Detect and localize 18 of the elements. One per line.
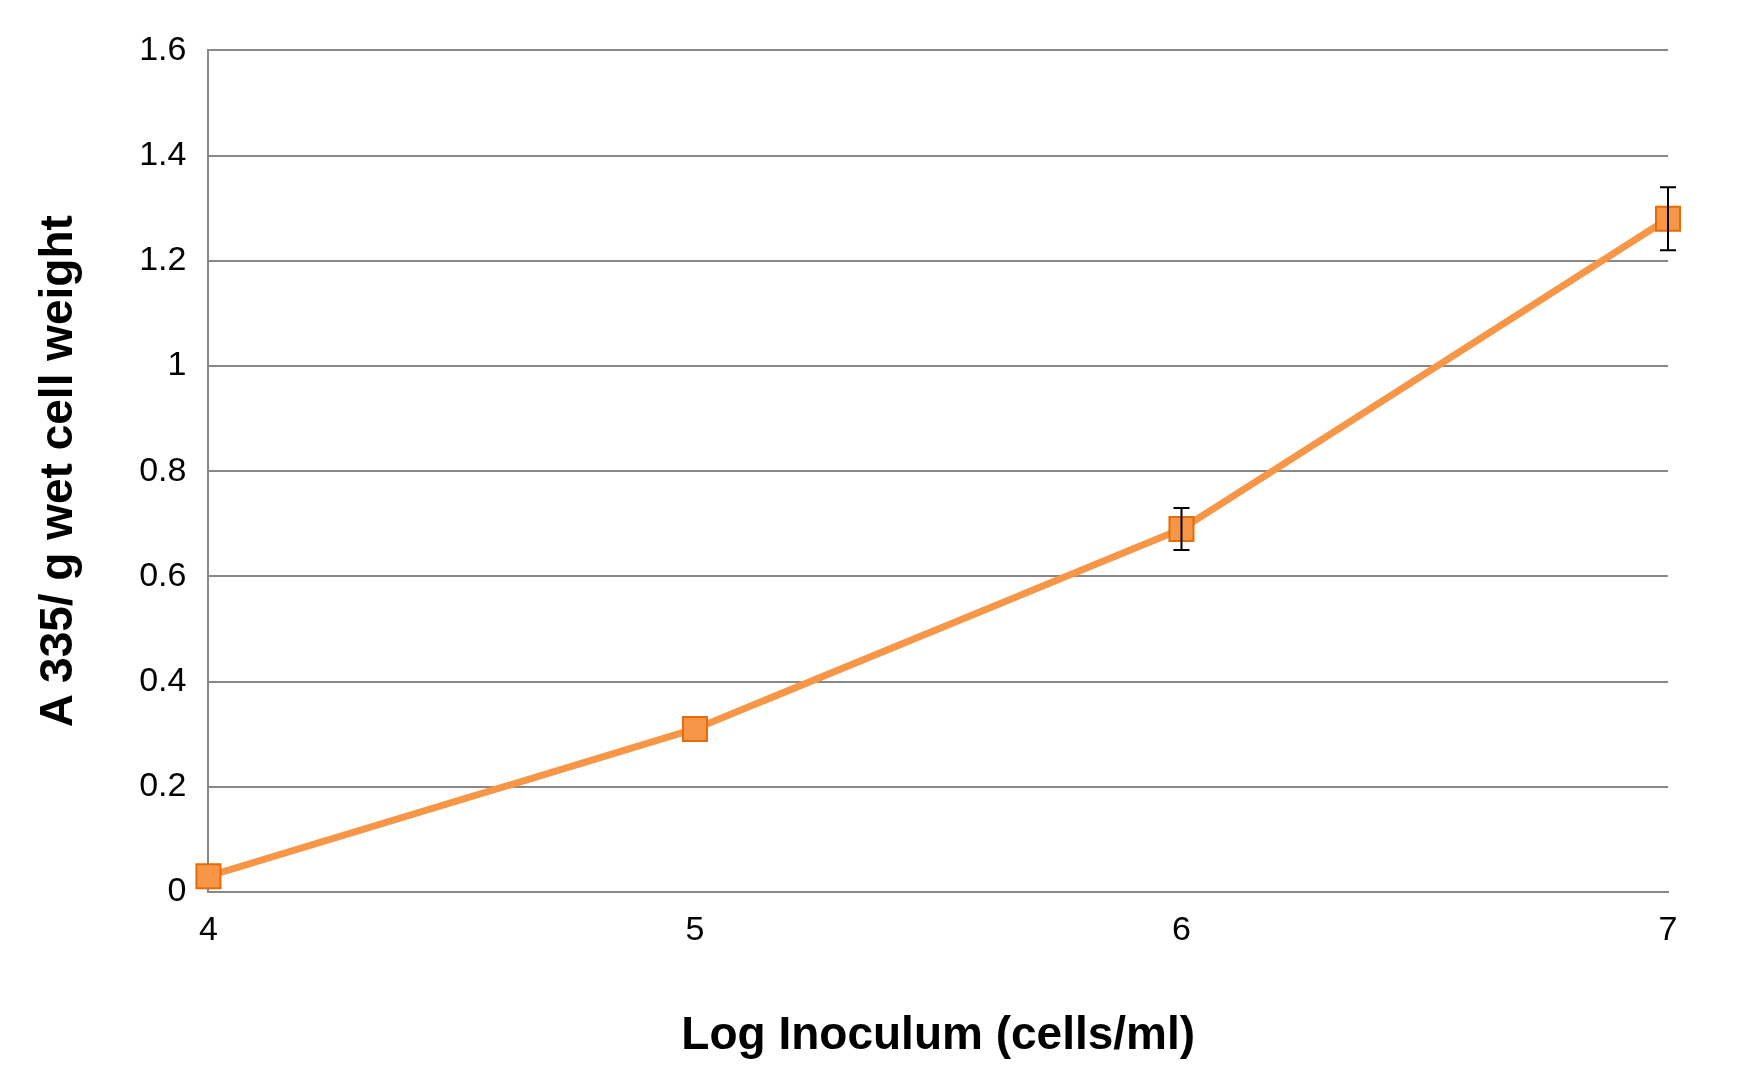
y-tick-label: 0.6 (139, 554, 187, 593)
y-axis-title: A 335/ g wet cell weight (30, 215, 83, 728)
y-tick-label: 1.2 (139, 239, 187, 278)
y-tick-label: 0 (167, 870, 187, 909)
x-tick-label: 7 (1658, 908, 1678, 947)
x-tick-label: 5 (685, 908, 705, 947)
x-tick-label: 6 (1172, 908, 1191, 947)
point (195, 863, 222, 890)
y-tick-label: 1.6 (139, 28, 187, 67)
point (1168, 516, 1195, 543)
x-tick-label: 4 (199, 908, 218, 947)
x-axis-title: Log Inoculum (cells/ml) (681, 1007, 1196, 1060)
y-tick-label: 0.8 (139, 449, 187, 488)
y-tick-label: 0.4 (139, 659, 187, 698)
y-tick-label: 1.4 (139, 133, 187, 172)
point (681, 715, 708, 742)
y-tick-label: 1 (167, 344, 187, 383)
y-tick-label: 0.2 (139, 765, 187, 804)
